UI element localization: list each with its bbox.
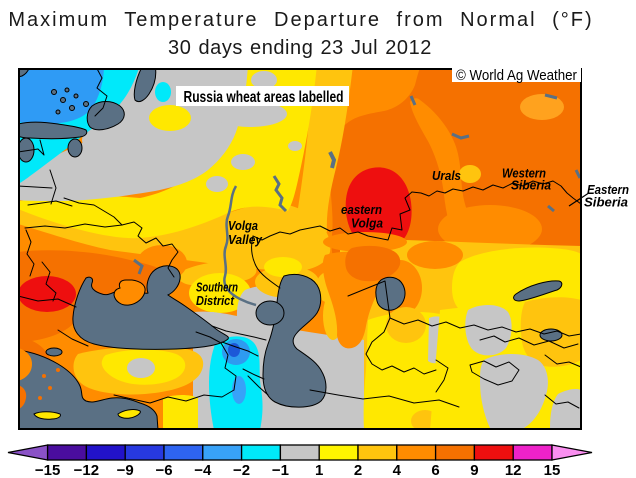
svg-text:Eastern: Eastern bbox=[587, 183, 629, 197]
svg-text:1: 1 bbox=[315, 462, 323, 478]
svg-text:15: 15 bbox=[544, 462, 561, 478]
svg-text:−12: −12 bbox=[74, 462, 99, 478]
svg-text:Volga: Volga bbox=[351, 217, 383, 231]
svg-text:−9: −9 bbox=[117, 462, 134, 478]
svg-text:Valley: Valley bbox=[228, 233, 263, 247]
svg-text:9: 9 bbox=[470, 462, 478, 478]
svg-text:Southern: Southern bbox=[196, 281, 238, 295]
svg-text:Urals: Urals bbox=[432, 169, 461, 183]
svg-text:4: 4 bbox=[393, 462, 402, 478]
svg-text:−1: −1 bbox=[272, 462, 289, 478]
svg-text:30 days ending 23 Jul 2012: 30 days ending 23 Jul 2012 bbox=[168, 37, 432, 59]
svg-text:6: 6 bbox=[431, 462, 439, 478]
svg-text:eastern: eastern bbox=[341, 203, 382, 217]
svg-text:−2: −2 bbox=[233, 462, 250, 478]
svg-text:Siberia: Siberia bbox=[511, 179, 551, 193]
svg-text:−15: −15 bbox=[35, 462, 60, 478]
svg-text:2: 2 bbox=[354, 462, 362, 478]
svg-text:Maximum Temperature Departure: Maximum Temperature Departure from Norma… bbox=[8, 9, 593, 31]
svg-text:−4: −4 bbox=[194, 462, 212, 478]
svg-text:Western: Western bbox=[502, 167, 546, 181]
svg-text:−6: −6 bbox=[155, 462, 172, 478]
svg-text:12: 12 bbox=[505, 462, 522, 478]
svg-text:Volga: Volga bbox=[228, 219, 258, 233]
svg-text:Russia wheat areas labelled: Russia wheat areas labelled bbox=[184, 89, 344, 106]
svg-text:Siberia: Siberia bbox=[584, 196, 628, 210]
svg-text:© World Ag Weather: © World Ag Weather bbox=[456, 67, 577, 84]
svg-text:District: District bbox=[196, 294, 235, 308]
